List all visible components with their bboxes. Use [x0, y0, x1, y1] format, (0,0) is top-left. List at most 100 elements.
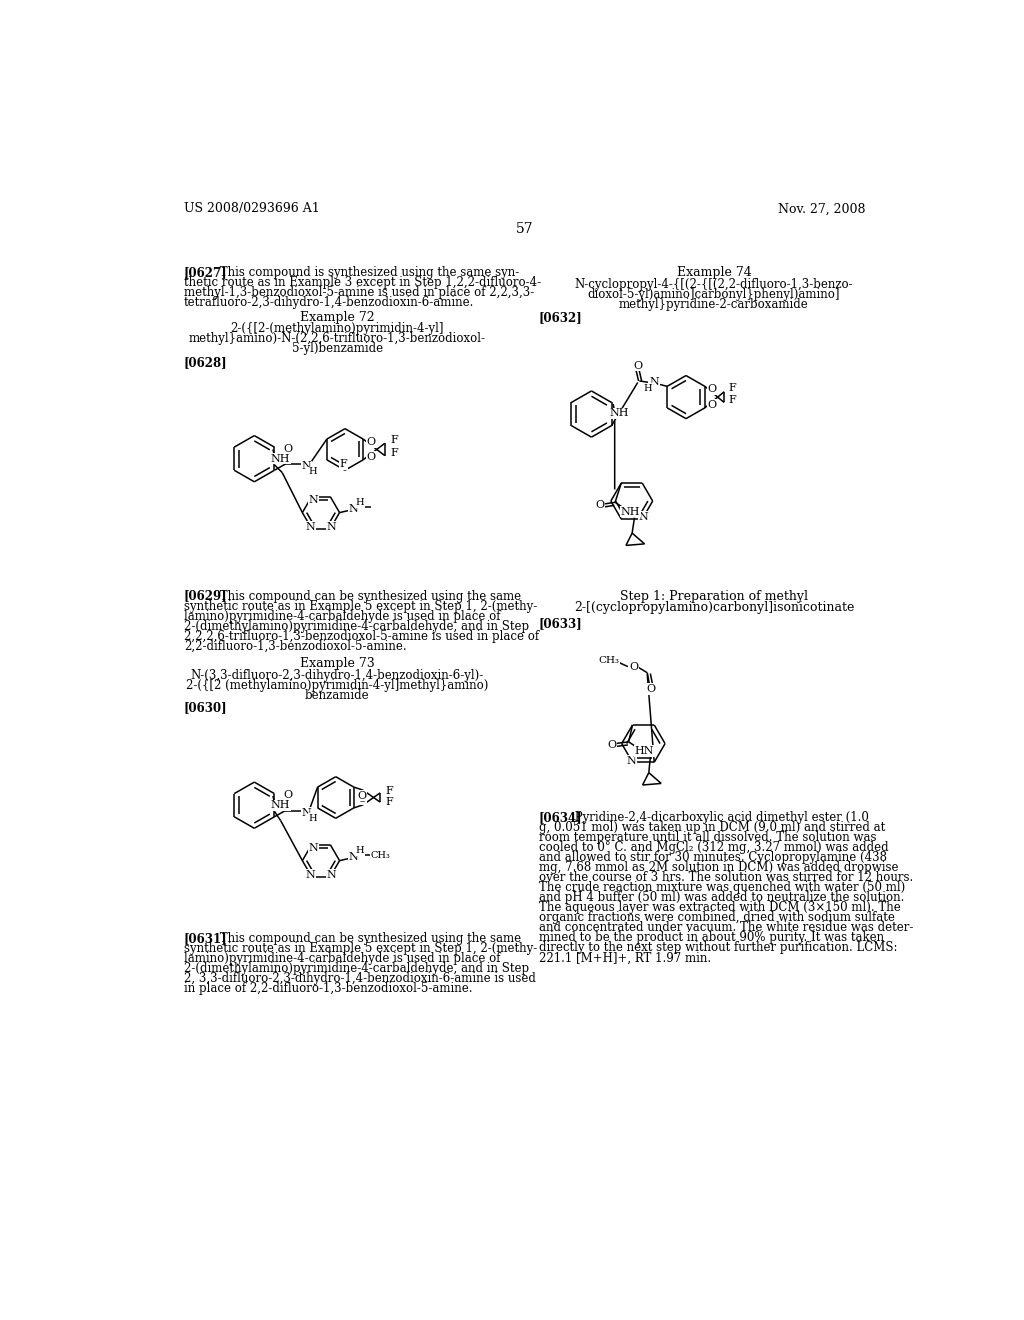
Text: N: N [626, 756, 636, 766]
Text: Pyridine-2,4-dicarboxylic acid dimethyl ester (1.0: Pyridine-2,4-dicarboxylic acid dimethyl … [571, 812, 869, 825]
Text: Example 74: Example 74 [677, 267, 752, 280]
Text: This compound can be synthesized using the same: This compound can be synthesized using t… [216, 590, 521, 603]
Text: H: H [309, 467, 317, 477]
Text: O: O [633, 360, 642, 371]
Text: synthetic route as in Example 5 except in Step 1, 2-(methy-: synthetic route as in Example 5 except i… [183, 599, 537, 612]
Text: O: O [367, 437, 376, 447]
Text: and concentrated under vacuum. The white residue was deter-: and concentrated under vacuum. The white… [539, 921, 913, 935]
Text: N: N [305, 523, 315, 532]
Text: [0631]: [0631] [183, 932, 227, 945]
Text: NH: NH [271, 800, 291, 810]
Text: F: F [729, 395, 736, 405]
Text: F: F [390, 436, 398, 445]
Text: N: N [305, 870, 315, 880]
Text: O: O [646, 684, 655, 694]
Text: CH₃: CH₃ [598, 656, 618, 665]
Text: N: N [327, 870, 337, 880]
Text: room temperature until it all dissolved. The solution was: room temperature until it all dissolved.… [539, 832, 877, 845]
Text: N-(3,3-difluoro-2,3-dihydro-1,4-benzodioxin-6-yl)-: N-(3,3-difluoro-2,3-dihydro-1,4-benzodio… [190, 669, 484, 682]
Text: [0628]: [0628] [183, 356, 227, 370]
Text: H: H [309, 814, 317, 822]
Text: F: F [386, 797, 393, 807]
Text: directly to the next step without further purification. LCMS:: directly to the next step without furthe… [539, 941, 897, 954]
Text: 2-(dimethylamino)pyrimidine-4-carbaldehyde, and in Step: 2-(dimethylamino)pyrimidine-4-carbaldehy… [183, 962, 529, 975]
Text: [0627]: [0627] [183, 267, 227, 280]
Text: NH: NH [621, 507, 640, 516]
Text: [0632]: [0632] [539, 312, 583, 323]
Text: benzamide: benzamide [305, 689, 370, 702]
Text: The crude reaction mixture was quenched with water (50 ml): The crude reaction mixture was quenched … [539, 882, 905, 895]
Text: dioxol-5-yl)amino]carbonyl}phenyl)amino]: dioxol-5-yl)amino]carbonyl}phenyl)amino] [588, 288, 840, 301]
Text: Example 73: Example 73 [300, 657, 375, 671]
Text: and allowed to stir for 30 minutes. Cyclopropylamine (438: and allowed to stir for 30 minutes. Cycl… [539, 851, 887, 865]
Text: 2,2,2,6-trifluoro-1,3-benzodioxol-5-amine is used in place of: 2,2,2,6-trifluoro-1,3-benzodioxol-5-amin… [183, 630, 539, 643]
Text: O: O [630, 661, 639, 672]
Text: NH: NH [609, 408, 629, 418]
Text: CH₃: CH₃ [371, 851, 390, 859]
Text: 2-(dimethylamino)pyrimidine-4-carbaldehyde, and in Step: 2-(dimethylamino)pyrimidine-4-carbaldehy… [183, 619, 529, 632]
Text: N: N [308, 495, 318, 504]
Text: This compound is synthesized using the same syn-: This compound is synthesized using the s… [216, 267, 519, 280]
Text: [0629]: [0629] [183, 590, 227, 603]
Text: US 2008/0293696 A1: US 2008/0293696 A1 [183, 202, 319, 215]
Text: F: F [340, 459, 347, 469]
Text: N: N [348, 851, 358, 862]
Text: HN: HN [635, 746, 654, 756]
Text: [0634]: [0634] [539, 812, 583, 825]
Text: methyl}pyridine-2-carboxamide: methyl}pyridine-2-carboxamide [620, 298, 809, 310]
Text: N: N [301, 462, 311, 471]
Text: mined to be the product in about 90% purity. It was taken: mined to be the product in about 90% pur… [539, 932, 884, 945]
Text: 2-[(cyclopropylamino)carbonyl]isonicotinate: 2-[(cyclopropylamino)carbonyl]isonicotin… [573, 601, 854, 614]
Text: Example 72: Example 72 [300, 312, 375, 323]
Text: O: O [284, 791, 293, 800]
Text: N: N [639, 512, 648, 521]
Text: 5-yl)benzamide: 5-yl)benzamide [292, 342, 383, 355]
Text: F: F [729, 383, 736, 393]
Text: O: O [595, 500, 604, 511]
Text: O: O [357, 795, 367, 804]
Text: lamino)pyrimidine-4-carbaldehyde is used in place of: lamino)pyrimidine-4-carbaldehyde is used… [183, 610, 501, 623]
Text: 221.1 [M+H]+, RT 1.97 min.: 221.1 [M+H]+, RT 1.97 min. [539, 952, 711, 965]
Text: organic fractions were combined, dried with sodium sulfate: organic fractions were combined, dried w… [539, 912, 895, 924]
Text: N-cyclopropyl-4-{[(2-{[(2,2-difluoro-1,3-benzo-: N-cyclopropyl-4-{[(2-{[(2,2-difluoro-1,3… [574, 277, 853, 290]
Text: O: O [607, 741, 616, 750]
Text: [0633]: [0633] [539, 618, 583, 631]
Text: O: O [708, 384, 717, 395]
Text: 2, 3,3-difluoro-2,3-dihydro-1,4-benzodioxin-6-amine is used: 2, 3,3-difluoro-2,3-dihydro-1,4-benzodio… [183, 973, 536, 985]
Text: N: N [348, 504, 358, 513]
Text: 2-({[2-(methylamino)pyrimidin-4-yl]: 2-({[2-(methylamino)pyrimidin-4-yl] [230, 322, 444, 335]
Text: 2-({[2 (methylamino)pyrimidin-4-yl]methyl}amino): 2-({[2 (methylamino)pyrimidin-4-yl]methy… [186, 678, 488, 692]
Text: thetic route as in Example 3 except in Step 1,2,2-difluoro-4-: thetic route as in Example 3 except in S… [183, 276, 541, 289]
Text: cooled to 0° C. and MgCl₂ (312 mg, 3.27 mmol) was added: cooled to 0° C. and MgCl₂ (312 mg, 3.27 … [539, 841, 889, 854]
Text: over the course of 3 hrs. The solution was stirred for 12 hours.: over the course of 3 hrs. The solution w… [539, 871, 913, 884]
Text: The aqueous layer was extracted with DCM (3×150 ml). The: The aqueous layer was extracted with DCM… [539, 902, 900, 915]
Text: g, 0.051 mol) was taken up in DCM (9.0 ml) and stirred at: g, 0.051 mol) was taken up in DCM (9.0 m… [539, 821, 885, 834]
Text: H: H [643, 384, 652, 393]
Text: This compound can be synthesized using the same: This compound can be synthesized using t… [216, 932, 521, 945]
Text: NH: NH [271, 454, 291, 463]
Text: N: N [308, 842, 318, 853]
Text: N: N [301, 808, 311, 818]
Text: H: H [355, 498, 364, 507]
Text: Step 1: Preparation of methyl: Step 1: Preparation of methyl [620, 590, 808, 603]
Text: mg, 7.68 mmol as 2M solution in DCM) was added dropwise: mg, 7.68 mmol as 2M solution in DCM) was… [539, 862, 898, 874]
Text: N: N [327, 523, 337, 532]
Text: [0630]: [0630] [183, 701, 227, 714]
Text: Nov. 27, 2008: Nov. 27, 2008 [778, 202, 866, 215]
Text: and pH 4 buffer (50 ml) was added to neutralize the solution.: and pH 4 buffer (50 ml) was added to neu… [539, 891, 904, 904]
Text: O: O [367, 451, 376, 462]
Text: in place of 2,2-difluoro-1,3-benzodioxol-5-amine.: in place of 2,2-difluoro-1,3-benzodioxol… [183, 982, 472, 995]
Text: 2,2-difluoro-1,3-benzodioxol-5-amine.: 2,2-difluoro-1,3-benzodioxol-5-amine. [183, 640, 407, 652]
Text: F: F [386, 787, 393, 796]
Text: H: H [355, 846, 364, 855]
Text: O: O [708, 400, 717, 409]
Text: N: N [649, 378, 658, 388]
Text: synthetic route as in Example 5 except in Step 1, 2-(methy-: synthetic route as in Example 5 except i… [183, 942, 537, 956]
Text: lamino)pyrimidine-4-carbaldehyde is used in place of: lamino)pyrimidine-4-carbaldehyde is used… [183, 952, 501, 965]
Text: tetrafluoro-2,3-dihydro-1,4-benzodioxin-6-amine.: tetrafluoro-2,3-dihydro-1,4-benzodioxin-… [183, 296, 474, 309]
Text: O: O [357, 791, 367, 800]
Text: methyl-1,3-benzodioxol-5-amine is used in place of 2,2,3,3-: methyl-1,3-benzodioxol-5-amine is used i… [183, 286, 535, 300]
Text: 57: 57 [516, 222, 534, 235]
Text: O: O [284, 444, 293, 454]
Text: F: F [390, 447, 398, 458]
